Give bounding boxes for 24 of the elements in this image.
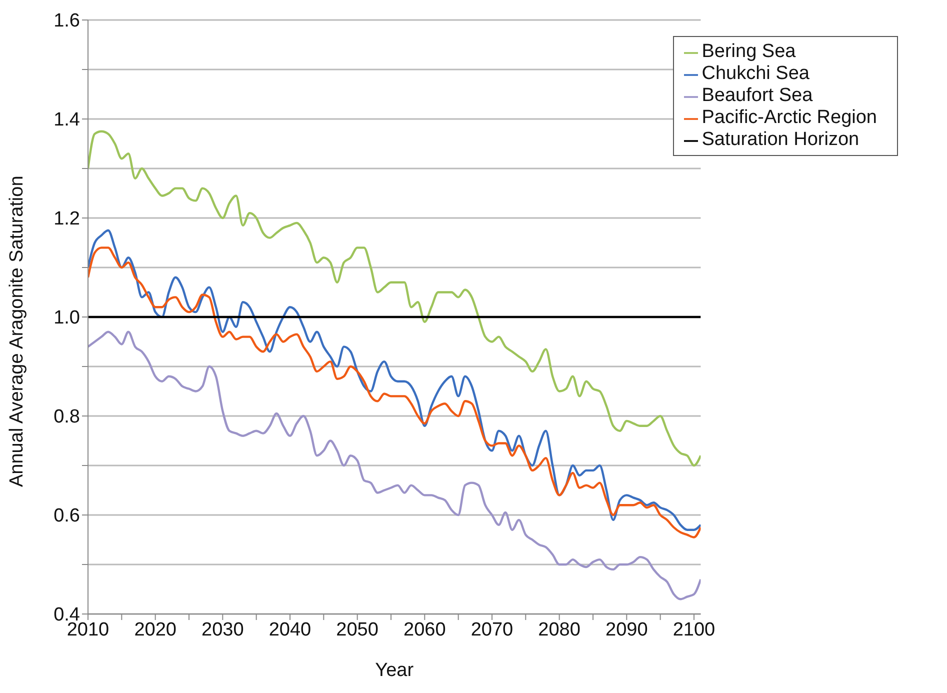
x-tick-label: 2030	[202, 619, 244, 640]
y-tick-label: 1.4	[54, 110, 80, 131]
y-tick-label: 1.2	[54, 208, 80, 230]
y-tick-label: 0.6	[54, 506, 80, 527]
y-axis-title: Annual Average Aragonite Saturation	[6, 176, 28, 487]
x-tick-label: 2080	[538, 619, 580, 640]
y-tick-label: 1.0	[54, 308, 80, 329]
x-tick-label: 2070	[470, 619, 514, 640]
x-tick-label: 2020	[134, 619, 176, 640]
x-tick-label: 2100	[672, 619, 716, 640]
legend-label: Beaufort Sea	[702, 85, 813, 106]
line-series	[88, 130, 701, 467]
legend-label: Chukchi Sea	[702, 63, 810, 84]
legend-label: Pacific-Arctic Region	[702, 107, 877, 128]
x-tick-label: 2040	[268, 619, 312, 640]
legend-label: Bering Sea	[702, 41, 796, 62]
line-series	[88, 330, 701, 600]
y-tick-label: 0.8	[54, 406, 80, 428]
legend-label: Saturation Horizon	[702, 129, 860, 150]
x-axis-title: Year	[375, 660, 414, 681]
x-tick-label: 2060	[404, 619, 446, 640]
x-tick-label: 2090	[606, 619, 648, 640]
x-tick-label: 2050	[336, 619, 378, 640]
y-tick-label: 1.6	[54, 10, 80, 32]
